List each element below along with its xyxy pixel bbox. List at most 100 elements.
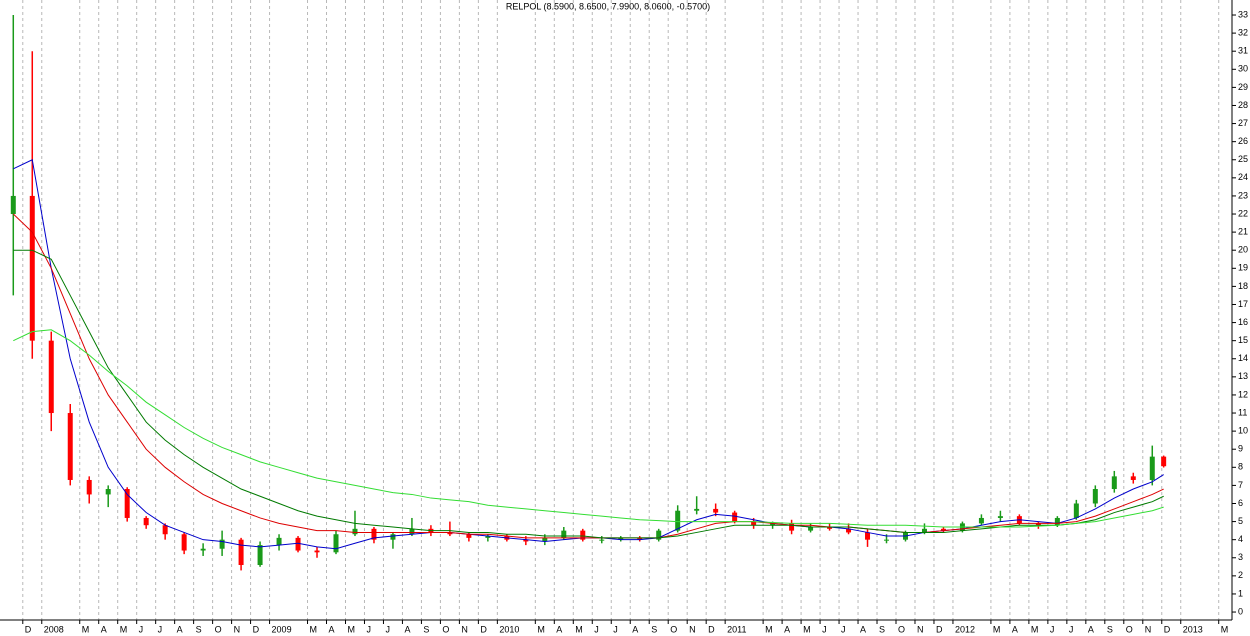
y-tick-label: 8: [1238, 462, 1243, 472]
y-tick-label: 18: [1238, 281, 1248, 291]
candle-body: [48, 340, 54, 414]
candle-body: [656, 530, 662, 540]
y-tick-label: 20: [1238, 245, 1248, 255]
x-tick-label: 2008: [44, 624, 64, 634]
moving-average-line: [13, 249, 1164, 539]
candle-body: [618, 537, 624, 540]
y-tick-label: 25: [1238, 154, 1248, 164]
x-tick-label: O: [1126, 624, 1133, 634]
x-tick-label: M: [575, 624, 583, 634]
x-tick-label: A: [101, 624, 107, 634]
y-tick-label: 5: [1238, 516, 1243, 526]
x-tick-label: S: [196, 624, 202, 634]
candle-body: [1073, 503, 1079, 518]
candle-body: [997, 516, 1003, 518]
candle-body: [732, 512, 738, 522]
x-tick-label: 2012: [955, 624, 975, 634]
y-tick-label: 13: [1238, 371, 1248, 381]
y-tick-label: 2: [1238, 570, 1243, 580]
x-tick-label: A: [1088, 624, 1094, 634]
candle-body: [1130, 476, 1136, 480]
candle-body: [219, 539, 225, 549]
x-tick-label: J: [139, 624, 144, 634]
x-tick-label: M: [82, 624, 90, 634]
y-tick-label: 3: [1238, 552, 1243, 562]
candle-body: [352, 528, 358, 535]
candle-body: [1092, 489, 1098, 504]
candle-body: [257, 545, 263, 566]
candle-body: [827, 527, 833, 529]
x-tick-label: N: [917, 624, 924, 634]
candle-body: [675, 510, 681, 531]
plot-area: [10, 15, 1167, 571]
candle-body: [1149, 456, 1155, 480]
candle-body: [940, 528, 946, 531]
y-tick-label: 12: [1238, 389, 1248, 399]
x-tick-label: A: [177, 624, 183, 634]
y-tick-label: 31: [1238, 46, 1248, 56]
x-tick-label: 2009: [272, 624, 292, 634]
x-tick-label: D: [936, 624, 943, 634]
x-tick-label: J: [841, 624, 846, 634]
y-tick-label: 28: [1238, 100, 1248, 110]
candle-body: [105, 489, 111, 495]
candle-body: [181, 534, 187, 551]
x-tick-label: 2011: [727, 624, 746, 634]
y-tick-label: 9: [1238, 444, 1243, 454]
candle-body: [865, 532, 871, 540]
y-tick-label: 14: [1238, 353, 1248, 363]
y-tick-label: 30: [1238, 64, 1248, 74]
candle-body: [846, 528, 852, 533]
x-tick-label: N: [461, 624, 468, 634]
y-tick-label: 6: [1238, 498, 1243, 508]
x-tick-label: M: [1221, 624, 1229, 634]
x-tick-label: M: [803, 624, 811, 634]
candle-body: [1111, 476, 1117, 490]
candle-body: [333, 534, 339, 553]
x-tick-label: J: [613, 624, 618, 634]
y-tick-label: 4: [1238, 534, 1243, 544]
x-tick-label: M: [765, 624, 773, 634]
x-tick-label: D: [1164, 624, 1171, 634]
candle-body: [295, 537, 301, 551]
x-tick-label: A: [329, 624, 335, 634]
candle-body: [694, 508, 700, 511]
x-tick-label: M: [1031, 624, 1039, 634]
y-tick-label: 22: [1238, 208, 1248, 218]
y-tick-label: 7: [1238, 480, 1243, 490]
candle-body: [86, 479, 92, 495]
grid: [22, 0, 1220, 620]
candle-body: [447, 532, 453, 535]
x-tick-label: A: [784, 624, 790, 634]
x-tick-label: O: [442, 624, 449, 634]
y-tick-label: 21: [1238, 226, 1248, 236]
candle-body: [162, 525, 168, 535]
x-tick-label: O: [215, 624, 222, 634]
candle-body: [67, 413, 73, 480]
candle-body: [1054, 517, 1060, 526]
chart-title: RELPOL (8.5900, 8.6500, 7.9900, 8.0600, …: [506, 1, 710, 11]
x-tick-label: D: [25, 624, 32, 634]
x-tick-label: A: [404, 624, 410, 634]
candle-body: [314, 550, 320, 553]
x-tick-label: J: [1050, 624, 1055, 634]
candle-body: [238, 539, 244, 566]
candle-body: [1035, 523, 1041, 526]
x-tick-label: S: [423, 624, 429, 634]
candle-body: [561, 530, 567, 538]
candle-body: [10, 195, 16, 215]
x-tick-label: O: [898, 624, 905, 634]
x-tick-label: J: [594, 624, 599, 634]
candle-body: [466, 534, 472, 538]
x-tick-label: 2010: [499, 624, 519, 634]
candle-body: [884, 539, 890, 541]
y-tick-label: 33: [1238, 9, 1248, 19]
y-tick-label: 0: [1238, 606, 1243, 616]
y-tick-label: 29: [1238, 82, 1248, 92]
candle-body: [789, 523, 795, 531]
candle-body: [29, 195, 35, 341]
x-tick-label: A: [1012, 624, 1018, 634]
candle-body: [808, 527, 814, 531]
candle-body: [143, 517, 149, 526]
x-tick-label: S: [651, 624, 657, 634]
